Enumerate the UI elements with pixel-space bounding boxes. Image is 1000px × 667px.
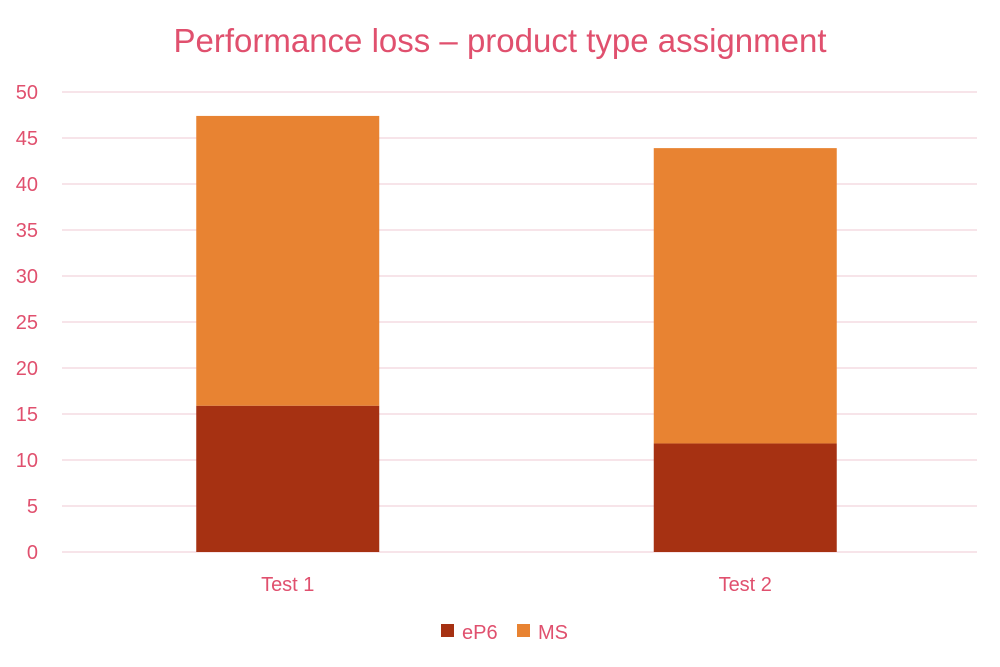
bar-ep6-1 [196, 405, 380, 552]
x-tick-label: Test 1 [261, 574, 314, 596]
y-tick-label: 30 [16, 266, 38, 288]
bar-ms-2 [653, 148, 837, 444]
y-tick-label: 0 [27, 542, 38, 564]
legend-label-ms: MS [538, 622, 568, 644]
y-axis: 0 5 10 15 20 25 30 35 40 45 50 [16, 82, 38, 564]
x-tick-label: Test 2 [719, 574, 772, 596]
y-tick-label: 25 [16, 312, 38, 334]
y-tick-label: 15 [16, 404, 38, 426]
y-tick-label: 10 [16, 450, 38, 472]
y-tick-label: 50 [16, 82, 38, 104]
legend: eP6 MS [441, 622, 568, 644]
legend-swatch-ms [517, 624, 530, 637]
y-tick-label: 20 [16, 358, 38, 380]
y-tick-label: 35 [16, 220, 38, 242]
chart-title: Performance loss – product type assignme… [174, 22, 827, 59]
y-tick-label: 45 [16, 128, 38, 150]
y-tick-label: 5 [27, 496, 38, 518]
bar-ep6-2 [653, 443, 837, 552]
y-tick-label: 40 [16, 174, 38, 196]
x-axis: Test 1 Test 2 [261, 574, 772, 596]
legend-swatch-ep6 [441, 624, 454, 637]
legend-label-ep6: eP6 [462, 622, 498, 644]
bars [196, 115, 837, 552]
bar-ms-1 [196, 115, 380, 406]
